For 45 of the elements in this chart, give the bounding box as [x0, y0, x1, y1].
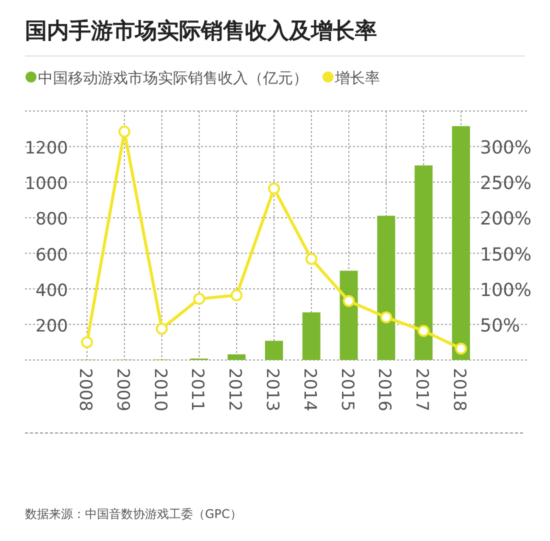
bar [302, 312, 320, 360]
y-tick-label: 600 [36, 245, 68, 266]
bar [377, 216, 396, 360]
chart-title: 国内手游市场实际销售收入及增长率 [25, 18, 377, 44]
point [418, 324, 430, 337]
x-tick-label: 2011 [187, 368, 208, 412]
bar [414, 165, 433, 360]
y-tick-label: 400 [36, 280, 68, 301]
point [305, 252, 318, 265]
y-tick-label: 200 [36, 316, 68, 336]
y2-tick-label: 150% [480, 244, 532, 266]
y2-tick-label: 100% [480, 280, 532, 301]
x-tick-label: 2013 [262, 368, 282, 412]
x-tick-label: 2018 [449, 368, 469, 412]
source-note: 数据来源：中国音数协游戏工委（GPC） [25, 507, 242, 521]
y-tick-label: 1200 [24, 138, 68, 159]
bar [340, 270, 358, 360]
y2-tick-label: 50% [480, 315, 520, 336]
x-tick-label: 2010 [150, 368, 170, 412]
point [342, 294, 355, 307]
point [268, 182, 280, 195]
point [193, 292, 206, 305]
point [118, 126, 130, 138]
y-tick-label: 800 [36, 210, 68, 230]
y-tick-label: 1000 [24, 174, 68, 194]
point [380, 311, 392, 324]
x-tick-label: 2012 [224, 368, 245, 412]
legend-label: 中国移动游戏市场实际销售收入（亿元） [38, 69, 308, 87]
y2-tick-label: 200% [480, 208, 532, 230]
x-tick-label: 2009 [112, 368, 132, 412]
x-tick-label: 2014 [299, 368, 320, 412]
bar [265, 340, 283, 360]
x-tick-label: 2015 [336, 368, 357, 412]
y2-tick-label: 250% [480, 173, 532, 194]
x-tick-label: 2017 [412, 368, 432, 412]
point [81, 336, 93, 348]
point [156, 322, 168, 335]
point [455, 342, 467, 355]
point [230, 289, 243, 302]
bar [228, 354, 246, 360]
legend-label: 增长率 [334, 69, 380, 87]
y2-tick-label: 300% [480, 138, 532, 159]
x-tick-label: 2016 [374, 368, 394, 412]
x-tick-label: 2008 [75, 368, 95, 412]
bar [452, 126, 470, 360]
